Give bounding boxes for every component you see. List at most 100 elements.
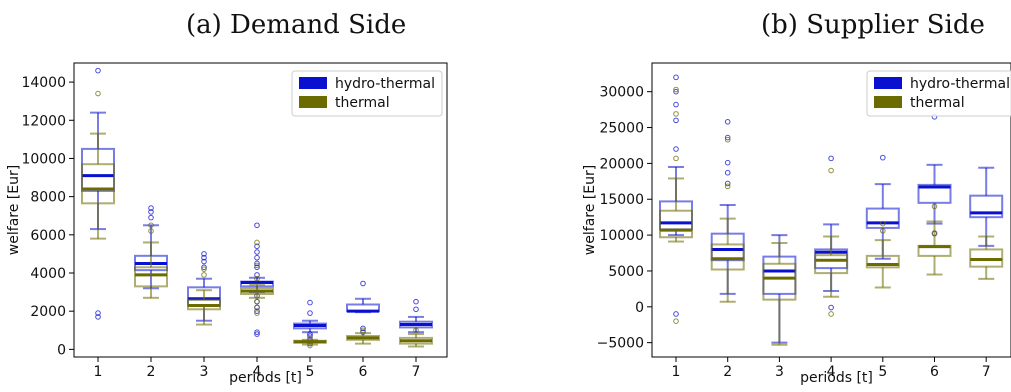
x-tick-label: 6 — [930, 364, 939, 380]
legend: hydro-thermal thermal — [866, 70, 1011, 117]
outlier-point — [95, 67, 101, 74]
x-tick-label: 5 — [306, 364, 315, 380]
outlier-point — [880, 227, 886, 234]
y-tick-label: 0 — [635, 300, 644, 316]
series-thermal — [659, 86, 1004, 346]
box-thermal-1 — [81, 90, 115, 240]
legend-swatch-hydro-thermal — [874, 77, 902, 89]
legend-frame — [866, 70, 1011, 117]
y-tick-label: 30000 — [599, 85, 644, 101]
outlier-point — [360, 280, 366, 287]
outlier-point — [95, 310, 101, 316]
chart-b-plot: −5000 0 5000 10000 15000 20000 25000 30000 1 2 3 4 5… — [582, 62, 1011, 386]
outlier-point — [254, 304, 260, 311]
x-tick-label: 7 — [982, 364, 991, 380]
box-iqr — [865, 207, 900, 229]
legend-label-thermal: thermal — [910, 95, 965, 111]
box-thermal-3 — [187, 266, 221, 326]
outlier-point — [254, 239, 260, 246]
outlier-point — [724, 119, 731, 125]
outlier-point — [307, 342, 313, 349]
box-thermal-4 — [240, 239, 274, 316]
outlier-point — [254, 249, 260, 255]
box-iqr — [969, 194, 1004, 219]
outlier-point — [673, 318, 679, 324]
outlier-point — [148, 222, 154, 229]
outlier-point — [148, 205, 154, 211]
y-tick-label: 10000 — [21, 151, 66, 167]
outlier-point — [307, 331, 313, 337]
box-hydro-thermal-6 — [346, 280, 380, 335]
outlier-point — [673, 146, 679, 152]
x-axis-label: periods [t] — [229, 370, 302, 386]
box-iqr — [814, 254, 849, 275]
outlier-point — [201, 264, 207, 271]
outlier-point — [828, 155, 834, 162]
x-tick-label: 6 — [359, 364, 368, 380]
x-tick-label: 7 — [412, 364, 421, 380]
y-axis-label: welfare [Eur] — [582, 165, 598, 255]
outlier-point — [673, 117, 679, 124]
plot-frame — [73, 62, 448, 358]
outlier-point — [254, 243, 260, 250]
x-tick-label: 2 — [147, 364, 156, 380]
outlier-point — [254, 222, 260, 229]
outlier-point — [307, 335, 313, 341]
outlier-point — [254, 308, 260, 314]
chart-a-title: (a) Demand Side — [186, 10, 407, 40]
x-tick-label: 5 — [878, 364, 887, 380]
outlier-point — [254, 310, 260, 316]
outlier-point — [148, 214, 154, 221]
box-thermal-7 — [969, 235, 1004, 280]
y-tick-label: 2000 — [30, 304, 66, 320]
legend-label-thermal: thermal — [335, 95, 390, 111]
outlier-point — [201, 251, 207, 257]
box-thermal-1 — [659, 86, 693, 324]
outlier-point — [360, 327, 366, 334]
outlier-point — [148, 228, 154, 234]
legend-swatch-thermal — [874, 96, 902, 108]
outlier-point — [254, 264, 260, 271]
outlier-point — [360, 325, 366, 332]
x-tick-label: 3 — [200, 364, 209, 380]
box-hydro-thermal-1 — [81, 67, 115, 320]
outlier-point — [724, 159, 731, 166]
outlier-point — [254, 331, 260, 337]
chart-b-title: (b) Supplier Side — [761, 10, 985, 40]
x-tick-label: 1 — [94, 364, 103, 380]
legend-swatch-hydro-thermal — [299, 77, 327, 89]
outlier-point — [673, 311, 679, 317]
outlier-point — [413, 327, 419, 334]
outlier-point — [307, 333, 313, 339]
outlier-point — [880, 154, 886, 161]
outlier-point — [673, 86, 679, 93]
outlier-point — [828, 304, 834, 311]
x-tick-label: 1 — [672, 364, 681, 380]
y-axis-label: welfare [Eur] — [6, 165, 22, 255]
outlier-point — [148, 209, 154, 215]
outlier-point — [201, 258, 207, 265]
box-iqr — [81, 163, 115, 205]
box-thermal-5 — [865, 220, 900, 289]
outlier-point — [307, 299, 313, 306]
outlier-point — [931, 230, 938, 236]
legend: hydro-thermal thermal — [291, 70, 443, 117]
x-tick-label: 4 — [253, 364, 262, 380]
outlier-point — [95, 90, 101, 97]
outlier-point — [254, 329, 260, 335]
box-hydro-thermal-2 — [710, 119, 745, 295]
outlier-point — [673, 101, 679, 108]
legend-label-hydro-thermal: hydro-thermal — [910, 76, 1010, 92]
y-tick-label: 0 — [57, 342, 66, 358]
outlier-point — [254, 275, 260, 282]
box-thermal-7 — [399, 327, 433, 348]
box-iqr — [917, 183, 952, 204]
outlier-point — [254, 272, 260, 278]
outlier-point — [413, 306, 419, 313]
box-thermal-2 — [134, 222, 168, 299]
outlier-point — [254, 254, 260, 261]
y-tick-label: 25000 — [599, 121, 644, 137]
outlier-point — [673, 155, 679, 162]
outlier-point — [254, 298, 260, 305]
outlier-point — [413, 298, 419, 305]
